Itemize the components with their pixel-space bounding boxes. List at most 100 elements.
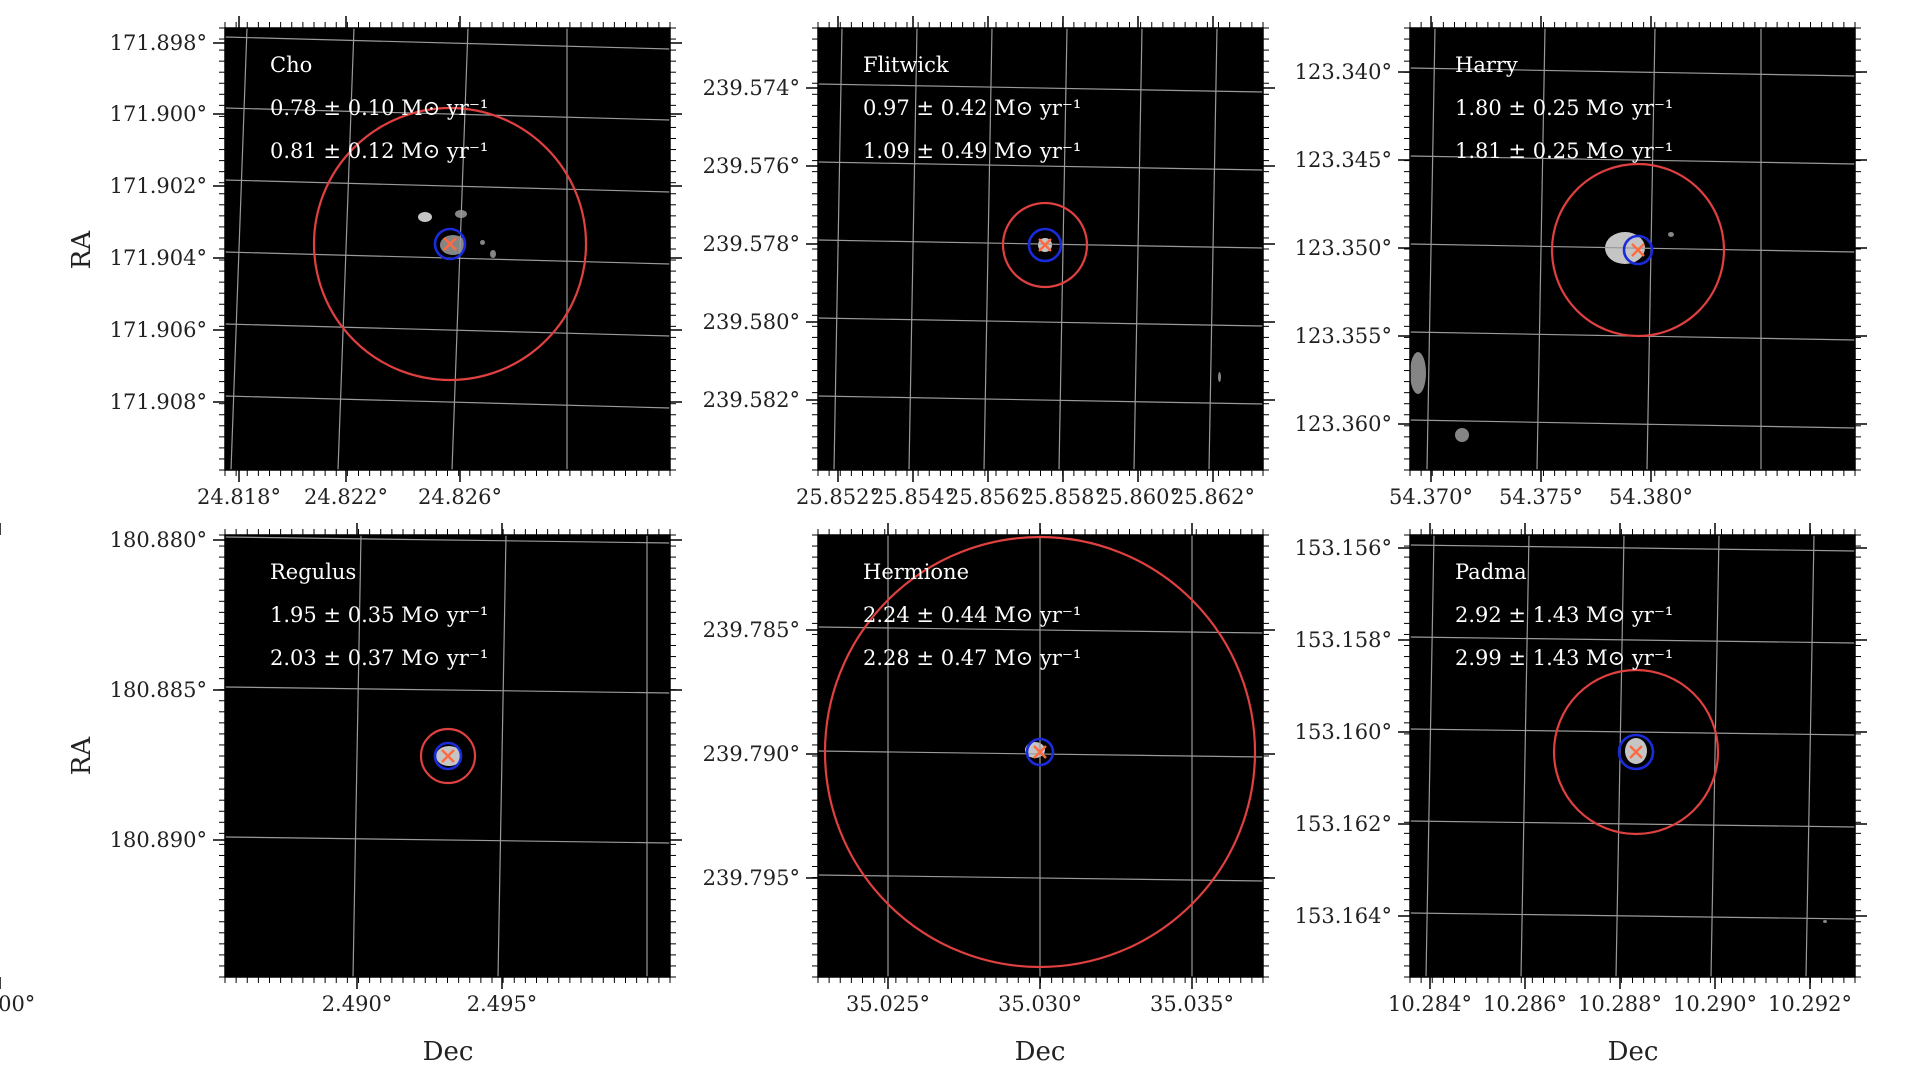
source-circle <box>1622 234 1654 266</box>
grid-line-ra <box>225 179 670 193</box>
sfr-unit: M⊙ yr⁻¹ <box>1579 96 1673 120</box>
sfr-unit: M⊙ yr⁻¹ <box>394 603 488 627</box>
sfr-value-1: 0.97 ± 0.42 M⊙ yr⁻¹ <box>863 96 1081 120</box>
grid-line-dec <box>1425 535 1435 977</box>
grid-line-ra <box>818 317 1263 327</box>
source-circle <box>1025 737 1055 767</box>
sfr-value-2: 1.09 ± 0.49 M⊙ yr⁻¹ <box>863 139 1081 163</box>
y-tick-label: 171.900° <box>110 102 207 126</box>
aperture-circle <box>1550 162 1726 338</box>
y-axis-label-bottom: RA <box>67 736 97 776</box>
cross-marker <box>1033 745 1047 759</box>
grid-line-ra <box>225 836 670 844</box>
grid-line-dec <box>1520 535 1530 977</box>
x-tick-label: 2.490° <box>322 992 393 1016</box>
y-tick-label: 171.908° <box>110 390 207 414</box>
sfr-number: 1.09 ± 0.49 <box>863 139 987 163</box>
sfr-number: 0.81 ± 0.12 <box>270 139 394 163</box>
y-tick-label: 153.160° <box>1295 720 1392 744</box>
y-tick-label: 239.785° <box>703 618 800 642</box>
sfr-number: 0.78 ± 0.10 <box>270 96 394 120</box>
emission-blob <box>1410 352 1426 394</box>
grid-line-dec <box>1805 535 1815 977</box>
grid-line-ra <box>1410 419 1855 429</box>
y-tick-label: 171.904° <box>110 246 207 270</box>
x-tick-label: 24.826° <box>418 485 502 509</box>
grid-line-dec <box>497 535 507 977</box>
x-tick-label: 10.290° <box>1673 992 1757 1016</box>
cross-marker <box>1629 745 1643 759</box>
grid-line-dec <box>1426 28 1436 470</box>
grid-line-ra <box>818 83 1263 93</box>
sfr-value-2: 0.81 ± 0.12 M⊙ yr⁻¹ <box>270 139 488 163</box>
panel-padma: 10.284° 10.286° 10.288° 10.290° 10.292° 153.1… <box>1295 523 1867 1016</box>
y-tick-label: 123.360° <box>1295 412 1392 436</box>
grid-line-ra <box>818 395 1263 405</box>
y-tick-label: 239.576° <box>703 154 800 178</box>
grid-line-dec <box>1058 28 1068 470</box>
x-tick-label: 35.035° <box>1150 992 1234 1016</box>
source-name: Hermione <box>863 560 969 584</box>
sfr-number: 2.92 ± 1.43 <box>1455 603 1579 627</box>
grid-line-ra <box>225 395 670 409</box>
cross-marker <box>1038 238 1052 252</box>
y-tick-label: 153.158° <box>1295 628 1392 652</box>
sfr-value-2: 1.81 ± 0.25 M⊙ yr⁻¹ <box>1455 139 1673 163</box>
sfr-value-1: 2.92 ± 1.43 M⊙ yr⁻¹ <box>1455 603 1673 627</box>
sfr-number: 1.95 ± 0.35 <box>270 603 394 627</box>
source-circle <box>433 227 467 261</box>
grid-line-dec <box>1710 535 1720 977</box>
x-tick-label: 54.370° <box>1389 485 1473 509</box>
sfr-number: 1.81 ± 0.25 <box>1455 139 1579 163</box>
grid-line-dec <box>352 535 362 977</box>
x-tick-label: 25.854° <box>871 485 955 509</box>
aperture-circle <box>419 727 477 785</box>
panel-cho: 24.818° 24.822° 24.826° 171.898° 171.900° 171… <box>110 16 682 509</box>
x-tick-label: 24.818° <box>197 485 281 509</box>
y-tick-label: 123.355° <box>1295 324 1392 348</box>
x-tick-label: 54.380° <box>1609 485 1693 509</box>
sfr-number: 2.24 ± 0.44 <box>863 603 987 627</box>
y-tick-label: 180.880° <box>110 528 207 552</box>
grid-line-ra <box>1410 243 1855 253</box>
source-name: Cho <box>270 53 312 77</box>
x-tick-label: 10.288° <box>1578 992 1662 1016</box>
grid-line-ra <box>225 323 670 337</box>
x-tick-label: 25.862° <box>1171 485 1255 509</box>
sfr-number: 0.97 ± 0.42 <box>863 96 987 120</box>
y-tick-label: 153.164° <box>1295 904 1392 928</box>
grid-line-ra <box>1410 912 1855 920</box>
sfr-unit: M⊙ yr⁻¹ <box>394 139 488 163</box>
grid-line-ra <box>225 107 670 121</box>
x-tick-label: 24.822° <box>304 485 388 509</box>
x-axis-label-2: Dec <box>1015 1037 1066 1067</box>
cross-marker <box>443 237 457 251</box>
x-tick-label: 25.858° <box>1021 485 1105 509</box>
emission-blob <box>1823 920 1827 923</box>
grid-line-ra <box>1410 636 1855 644</box>
sfr-value-1: 1.80 ± 0.25 M⊙ yr⁻¹ <box>1455 96 1673 120</box>
sfr-number: 1.80 ± 0.25 <box>1455 96 1579 120</box>
cross-marker <box>1631 243 1645 257</box>
source-circle <box>1617 733 1655 771</box>
aperture-circle <box>1001 201 1089 289</box>
source-name: Flitwick <box>863 53 949 77</box>
grid-line-ra <box>818 239 1263 249</box>
source-circle <box>433 741 463 771</box>
grid-line-dec <box>908 28 918 470</box>
grid-line-ra <box>1410 728 1855 736</box>
y-tick-label: 171.902° <box>110 174 207 198</box>
sfr-unit: M⊙ yr⁻¹ <box>987 603 1081 627</box>
x-tick-label: 35.025° <box>846 992 930 1016</box>
sfr-unit: M⊙ yr⁻¹ <box>987 646 1081 670</box>
x-tick-label: 25.860° <box>1096 485 1180 509</box>
x-axis-label-1: Dec <box>423 1037 474 1067</box>
panel-flitwick: 25.852°25.854°25.856°25.858°25.860°25.86… <box>703 16 1275 509</box>
grid-line-dec <box>1133 28 1143 470</box>
sfr-number: 2.99 ± 1.43 <box>1455 646 1579 670</box>
grid-line-dec <box>337 28 355 470</box>
y-axis-label-top: RA <box>67 230 97 270</box>
grid-line-ra <box>225 686 670 694</box>
panel-hermione: 35.025° 35.030° 35.035° 239.785° 239.790° 239… <box>703 523 1275 1016</box>
y-tick-label: 123.350° <box>1295 236 1392 260</box>
